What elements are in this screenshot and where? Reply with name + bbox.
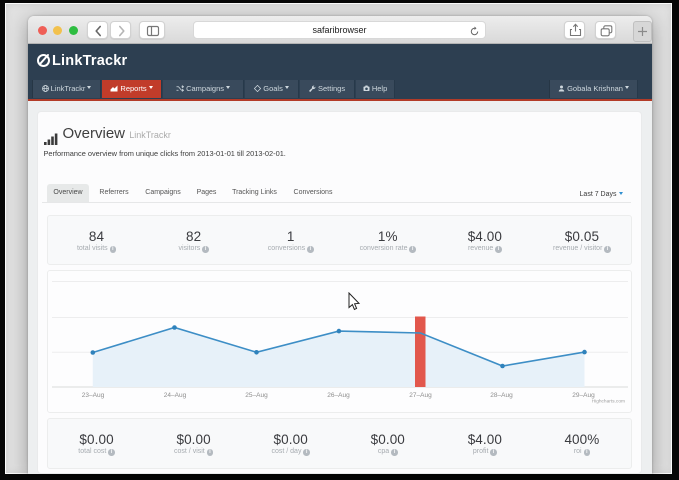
svg-text:25–Aug: 25–Aug — [245, 392, 268, 399]
svg-text:23–Aug: 23–Aug — [82, 392, 105, 399]
svg-text:Highcharts.com: Highcharts.com — [592, 399, 625, 405]
svg-text:24–Aug: 24–Aug — [164, 392, 187, 399]
svg-text:27–Aug: 27–Aug — [409, 392, 432, 399]
svg-text:29–Aug: 29–Aug — [572, 392, 595, 399]
svg-text:28–Aug: 28–Aug — [490, 392, 513, 399]
svg-text:26–Aug: 26–Aug — [327, 392, 350, 399]
